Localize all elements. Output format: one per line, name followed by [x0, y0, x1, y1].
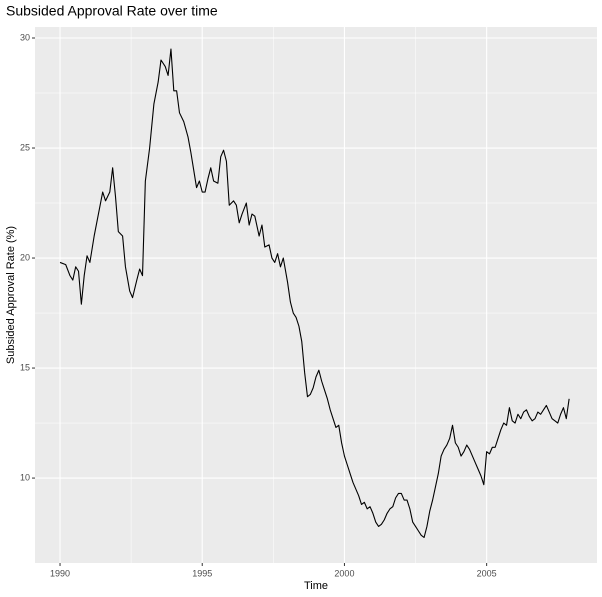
line — [59, 48, 570, 539]
x-axis-label: Time — [304, 580, 328, 592]
chart-title: Subsided Approval Rate over time — [6, 3, 218, 19]
plot — [59, 48, 570, 539]
panel — [35, 27, 597, 563]
y-tick-label: 25 — [20, 142, 30, 152]
y-tick-label: 30 — [20, 32, 30, 42]
y-tick-label: 15 — [20, 362, 30, 372]
x-tick-label: 1990 — [50, 568, 70, 578]
x-tick-label: 2000 — [334, 568, 354, 578]
x-tick-label: 1995 — [192, 568, 212, 578]
y-tick-label: 20 — [20, 252, 30, 262]
grid — [35, 27, 597, 563]
y-tick-label: 10 — [20, 472, 30, 482]
y-axis-label: Subsided Approval Rate (%) — [5, 226, 17, 364]
x-tick-label: 2005 — [477, 568, 497, 578]
